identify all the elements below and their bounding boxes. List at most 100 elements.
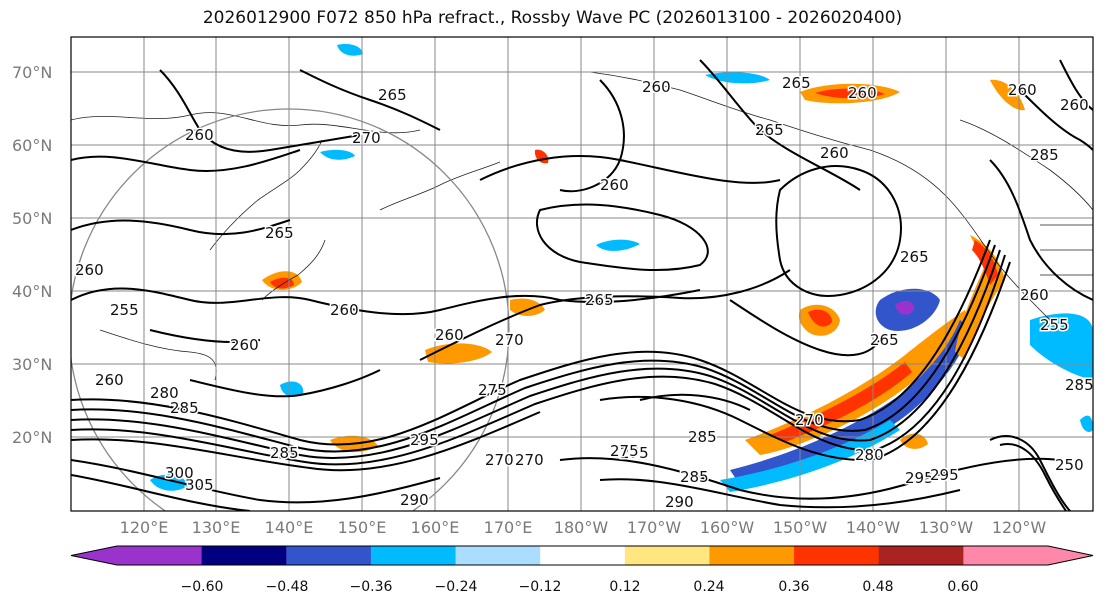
contour-label: 275 — [610, 442, 639, 460]
colorbar-segment — [540, 546, 626, 565]
warm-anomaly-patch — [990, 79, 1025, 111]
contour-label: 265 — [378, 86, 407, 104]
cool-anomaly-patch — [705, 72, 770, 84]
contour-label: 270 — [485, 451, 514, 469]
contour-label: 260 — [75, 261, 104, 279]
contour-label: 250 — [1055, 456, 1084, 474]
colorbar-tick-label: 0.12 — [609, 579, 640, 595]
contour-label: 255 — [110, 301, 139, 319]
contour-label: 280 — [855, 446, 884, 464]
contour-label: 260 — [642, 78, 671, 96]
map-panel — [71, 37, 1093, 511]
lat-label: 20°N — [12, 428, 52, 447]
contour-label: 295 — [905, 469, 934, 487]
contour-label: 265 — [585, 291, 614, 309]
contour-label: 260 — [1008, 81, 1037, 99]
colorbar-tick-label: −0.24 — [435, 579, 478, 595]
colorbar-segment — [963, 546, 1049, 565]
contour-label: 270 — [352, 129, 381, 147]
graticule — [71, 37, 1093, 511]
colorbar-segment — [201, 546, 287, 565]
contour-label: 290 — [400, 491, 429, 509]
contour-label: 270 — [515, 451, 544, 469]
lat-label: 50°N — [12, 209, 52, 228]
contour-label: 260 — [230, 336, 259, 354]
lat-label: 60°N — [12, 136, 52, 155]
colorbar-outline — [70, 545, 1094, 566]
contour-label: 285 — [1030, 146, 1059, 164]
lon-label: 150°E — [338, 518, 387, 537]
warm-anomaly-patch — [770, 362, 912, 442]
cool-anomaly-patch — [280, 381, 304, 397]
contour-label: 275 — [478, 381, 507, 399]
lon-label: 140°E — [265, 518, 314, 537]
contour-label: 275 — [620, 444, 649, 462]
colorbar — [70, 545, 1094, 566]
lat-label: 40°N — [12, 282, 52, 301]
lon-label: 160°E — [411, 518, 460, 537]
contour-label: 295 — [930, 466, 959, 484]
warm-anomaly-patch — [808, 309, 832, 327]
colorbar-tick-labels: −0.60 −0.48 −0.36 −0.24 −0.12 0.12 0.24 … — [181, 579, 979, 595]
colorbar-tick-label: 0.24 — [693, 579, 724, 595]
contour-label: 260 — [848, 84, 877, 102]
cool-anomaly-patch — [320, 149, 355, 160]
cool-anomaly-patch — [720, 420, 900, 492]
cool-anomaly-patch — [1080, 415, 1093, 432]
contour-label: 265 — [265, 224, 294, 242]
cool-anomaly-patch — [1030, 313, 1093, 380]
contour-label: 285 — [688, 428, 717, 446]
contour-labels: 260 265 270 260 265 265 260 260 260 265 … — [74, 73, 1094, 512]
lon-label: 130°E — [192, 518, 241, 537]
lon-label: 170°E — [484, 518, 533, 537]
lon-label: 150°W — [773, 518, 828, 537]
contour-label: 295 — [410, 431, 439, 449]
colorbar-tick-label: −0.12 — [519, 579, 562, 595]
lon-label: 130°W — [919, 518, 974, 537]
warm-anomaly-patch — [815, 88, 885, 99]
contour-label: 260 — [600, 176, 629, 194]
contour-label: 260 — [185, 126, 214, 144]
contour-label: 260 — [95, 371, 124, 389]
contour-label: 255 — [1040, 316, 1069, 334]
colorbar-segment — [794, 546, 880, 565]
colorbar-segment — [455, 546, 541, 565]
cool-anomaly-patch — [337, 44, 363, 56]
contour-label: 270 — [495, 331, 524, 349]
lon-label: 180°W — [554, 518, 609, 537]
colorbar-tick-label: −0.60 — [181, 579, 224, 595]
contour-label: 305 — [185, 476, 214, 494]
contour-label: 285 — [270, 444, 299, 462]
cool-anomaly-patch — [895, 300, 915, 315]
contour-label: 300 — [165, 464, 194, 482]
cool-anomaly-patch — [596, 239, 640, 251]
colorbar-extend-low — [71, 546, 117, 565]
contour-label: 260 — [435, 326, 464, 344]
contour-label: 270 — [795, 411, 824, 429]
contour-label: 260 — [1060, 96, 1089, 114]
colorbar-segment — [624, 546, 710, 565]
map-border — [70, 36, 1094, 512]
lon-label: 160°W — [700, 518, 755, 537]
lat-label: 70°N — [12, 63, 52, 82]
colorbar-extend-high — [1048, 546, 1093, 565]
colorbar-segment — [286, 546, 372, 565]
lon-label: 140°W — [846, 518, 901, 537]
reference-circle — [71, 108, 510, 511]
lon-label: 170°W — [627, 518, 682, 537]
latitude-labels: 70°N 60°N 50°N 40°N 30°N 20°N — [12, 63, 52, 447]
colorbar-segment — [878, 546, 964, 565]
contour-label: 265 — [900, 248, 929, 266]
contour-label: 265 — [870, 331, 899, 349]
warm-anomaly-patch — [510, 298, 545, 316]
map-title: 2026012900 F072 850 hPa refract., Rossby… — [202, 8, 903, 28]
contour-label: 265 — [755, 121, 784, 139]
contour-label: 260 — [330, 301, 359, 319]
contour-label: 280 — [150, 384, 179, 402]
colorbar-tick-label: 0.60 — [947, 579, 978, 595]
contour-label: 265 — [782, 74, 811, 92]
contour-label: 260 — [1020, 286, 1049, 304]
lon-label: 120°E — [120, 518, 169, 537]
colorbar-tick-label: −0.36 — [350, 579, 393, 595]
colorbar-segment — [117, 546, 203, 565]
